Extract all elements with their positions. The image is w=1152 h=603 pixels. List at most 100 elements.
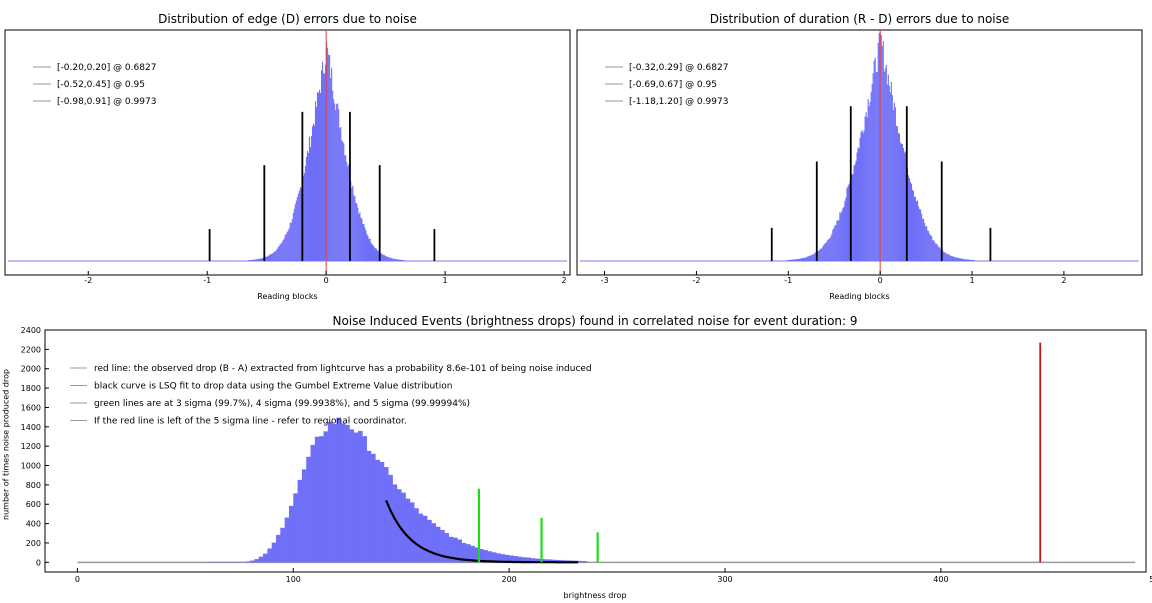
histogram-bar	[374, 248, 376, 261]
y-tick-label: 200	[26, 539, 41, 548]
histogram-bar	[972, 260, 974, 261]
histogram-bar	[402, 259, 404, 261]
histogram-bar	[908, 178, 911, 261]
histogram-bar	[914, 197, 917, 261]
histogram-bar	[388, 474, 393, 563]
histogram-bar	[271, 542, 277, 563]
histogram-bar	[943, 251, 945, 261]
histogram-bar	[310, 135, 313, 261]
histogram-bar	[310, 444, 316, 563]
legend-entry: [-0.20,0.20] @ 0.6827	[57, 63, 156, 73]
histogram-bar	[414, 508, 419, 563]
histogram-bar	[496, 553, 501, 563]
histogram-bar	[418, 513, 424, 563]
histogram-bar	[356, 203, 358, 261]
histogram-bar	[256, 259, 258, 261]
histogram-bar	[375, 248, 377, 261]
histogram-bar	[940, 249, 942, 261]
histogram-bar	[932, 239, 934, 261]
y-tick-label: 1600	[21, 403, 41, 412]
histogram-bar	[881, 45, 883, 261]
x-tick-label: 200	[502, 575, 517, 584]
histogram-bar	[357, 207, 359, 261]
histogram-bar	[951, 255, 953, 261]
histogram-bar	[797, 259, 800, 261]
histogram-bar	[888, 85, 890, 261]
histogram-bar	[291, 219, 293, 261]
histogram-bar	[535, 558, 540, 563]
histogram-bar	[435, 526, 441, 563]
histogram-bar	[822, 246, 824, 261]
histogram-bar	[353, 195, 355, 261]
histogram-bar	[890, 81, 892, 261]
histogram-bar	[327, 47, 329, 261]
histogram-bar	[280, 527, 285, 563]
histogram-bar	[283, 238, 285, 261]
histogram-bar	[474, 547, 480, 563]
histogram-bar	[297, 479, 303, 563]
histogram-bar	[361, 218, 363, 261]
histogram-bar	[313, 125, 316, 261]
x-tick-label: 500	[1149, 575, 1152, 584]
histogram-bar	[893, 102, 895, 261]
histogram-bar	[385, 256, 387, 261]
x-tick-label: 0	[878, 276, 883, 285]
histogram-bar	[261, 258, 263, 261]
histogram-bar	[791, 259, 794, 261]
histogram-bar	[309, 147, 312, 261]
histogram-bar	[966, 259, 968, 261]
histogram-bars	[206, 417, 588, 563]
histogram-bar	[257, 259, 259, 261]
histogram-bar	[937, 245, 939, 261]
histogram-bar	[947, 254, 949, 261]
histogram-bar	[909, 182, 912, 261]
histogram-bar	[273, 251, 275, 261]
histogram-bar	[321, 70, 323, 262]
histogram-bar	[856, 152, 858, 261]
histogram-bar	[403, 260, 405, 261]
histogram-bar	[517, 556, 523, 563]
histogram-bar	[355, 202, 357, 261]
histogram-bar	[395, 259, 397, 261]
histogram-bar	[852, 174, 854, 261]
histogram-bar	[306, 150, 308, 261]
histogram-bar	[362, 224, 364, 261]
histogram-bar	[349, 429, 355, 563]
histogram-bar	[805, 257, 807, 261]
histogram-bar	[316, 92, 319, 261]
histogram-bar	[341, 140, 343, 261]
histogram-bar	[304, 165, 306, 261]
histogram-bar	[409, 502, 415, 563]
histogram-bar	[281, 241, 283, 261]
histogram-bar	[860, 131, 862, 261]
histogram-bar	[934, 241, 936, 261]
histogram-bar	[334, 103, 336, 261]
histogram-bar	[953, 256, 955, 261]
histogram-bar	[897, 132, 899, 261]
histogram-bar	[556, 559, 562, 563]
histogram-bar	[795, 259, 798, 261]
histogram-bar	[296, 197, 298, 261]
histogram-bar	[461, 542, 467, 563]
x-tick-label: 0	[75, 575, 80, 584]
legend-entry: [-0.52,0.45] @ 0.95	[57, 80, 145, 90]
histogram-bar	[323, 72, 325, 261]
histogram-bar	[319, 436, 324, 563]
histogram-bar	[338, 108, 340, 261]
histogram-bar	[853, 165, 855, 261]
histogram-bar	[787, 260, 789, 261]
histogram-bar	[873, 60, 875, 261]
y-tick-label: 1800	[21, 384, 41, 393]
histogram-bar	[857, 147, 859, 261]
histogram-bar	[885, 64, 887, 262]
histogram-bar	[837, 220, 839, 261]
histogram-bar	[369, 238, 371, 261]
chart-2-xlabel: Reading blocks	[829, 292, 890, 301]
histogram-bar	[265, 256, 267, 261]
histogram-bar	[370, 242, 372, 261]
histogram-bar	[962, 258, 964, 261]
histogram-bar	[380, 253, 382, 261]
chart-2-title: Distribution of duration (R - D) errors …	[709, 12, 1010, 26]
histogram-bar	[790, 259, 793, 261]
x-tick-label: 2	[562, 276, 567, 285]
